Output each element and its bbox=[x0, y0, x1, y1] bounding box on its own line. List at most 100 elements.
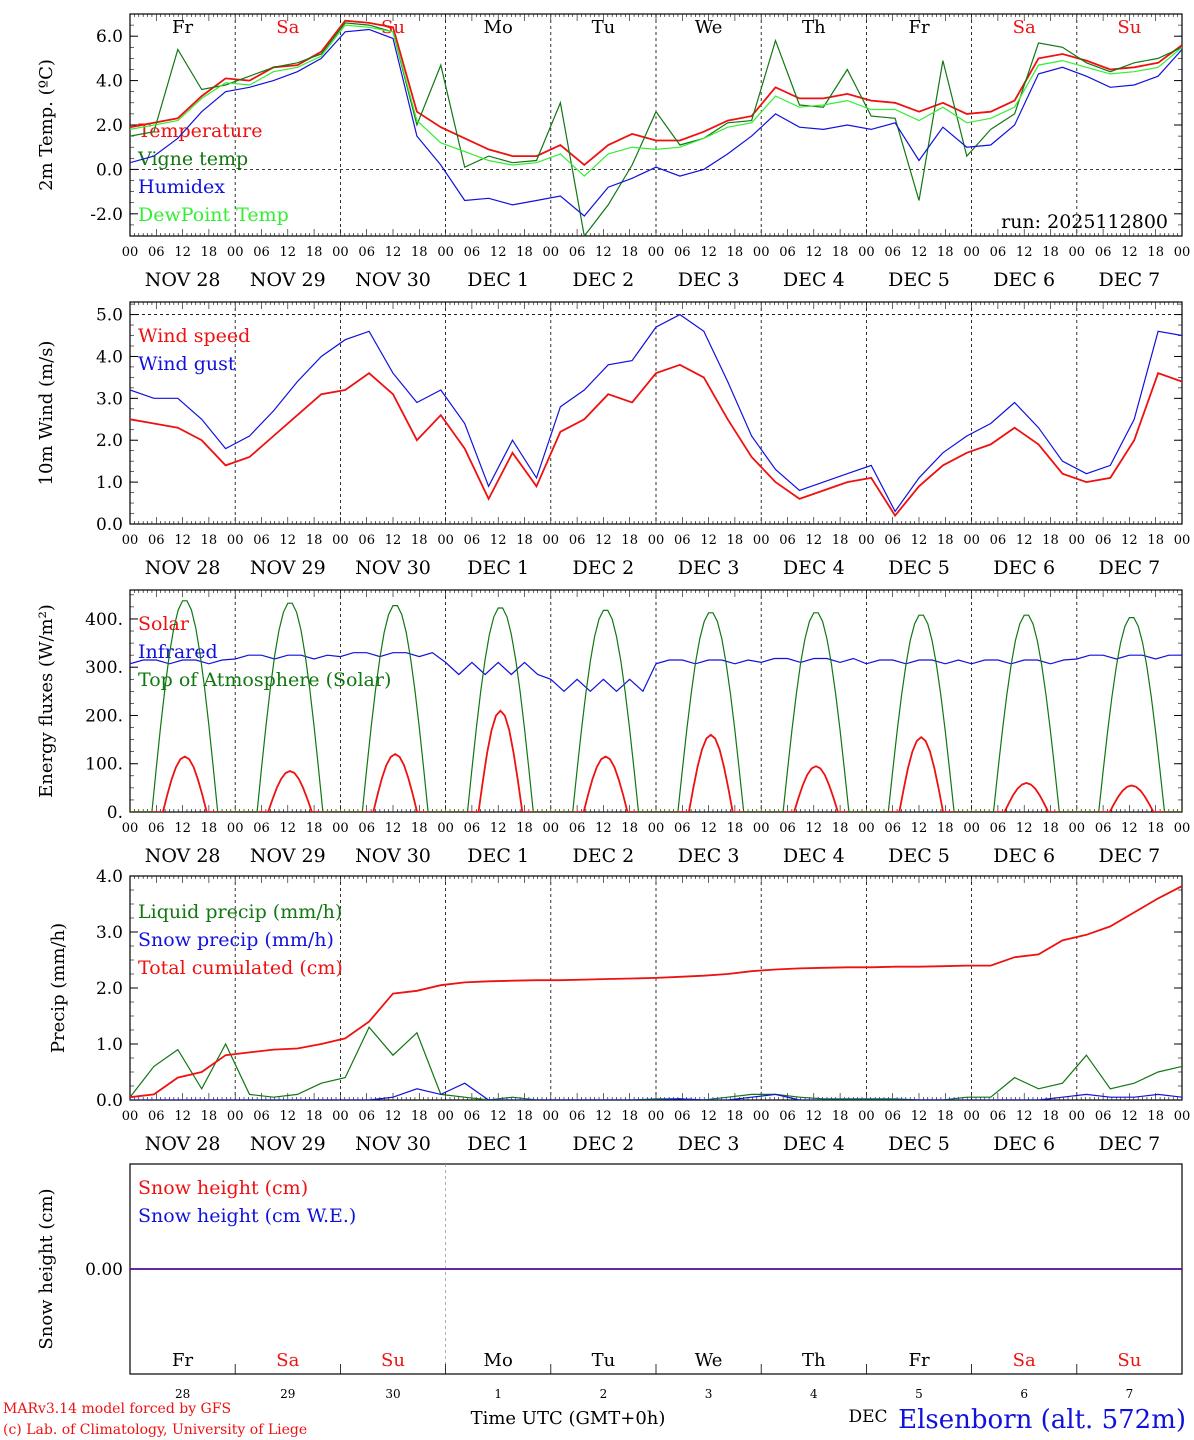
x-hour-label: 18 bbox=[411, 533, 428, 548]
panel-temp: -2.0 0.0 2.0 4.0 6.0 2m Temp. (ºC) 00 06 12 18 NOV… bbox=[36, 13, 1190, 291]
x-hour-label: 06 bbox=[674, 533, 691, 548]
x-hour-label: 06 bbox=[148, 245, 165, 260]
x-hour-label: 00 bbox=[753, 245, 770, 260]
weekday-label: Sa bbox=[276, 17, 299, 38]
x-hour-label: 06 bbox=[253, 245, 270, 260]
x-hour-label: 00 bbox=[122, 1109, 139, 1124]
x-date-label: NOV 30 bbox=[355, 557, 431, 579]
weekday-label: We bbox=[695, 1350, 723, 1371]
x-hour-label: 00 bbox=[858, 821, 875, 836]
x-date-label: DEC 2 bbox=[573, 557, 635, 579]
x-hour-label: 12 bbox=[700, 533, 717, 548]
x-hour-label: 06 bbox=[148, 821, 165, 836]
x-hour-label: 06 bbox=[358, 533, 375, 548]
y-axis-label: 10m Wind (m/s) bbox=[36, 341, 57, 486]
footer-xlabel: Time UTC (GMT+0h) bbox=[471, 1408, 666, 1429]
x-hour-label: 00 bbox=[543, 533, 560, 548]
x-hour-label: 18 bbox=[832, 1109, 849, 1124]
x-date-label: NOV 29 bbox=[250, 269, 326, 291]
x-hour-label: 06 bbox=[464, 1109, 481, 1124]
x-hour-label: 12 bbox=[1016, 821, 1033, 836]
y-tick-label: -2.0 bbox=[90, 205, 123, 225]
x-hour-label: 12 bbox=[911, 1109, 928, 1124]
weekday-label: Fr bbox=[908, 17, 929, 38]
x-hour-label: 18 bbox=[832, 533, 849, 548]
y-tick-label: 0. bbox=[107, 803, 123, 823]
x-hour-label: 12 bbox=[595, 533, 612, 548]
day-number-label: 3 bbox=[705, 1387, 713, 1401]
weekday-label: Fr bbox=[172, 17, 193, 38]
legend-entry: Total cumulated (cm) bbox=[138, 957, 343, 979]
weekday-label: Fr bbox=[908, 1350, 929, 1371]
x-hour-label: 00 bbox=[753, 821, 770, 836]
legend-entry: Wind gust bbox=[138, 353, 236, 375]
weekday-label: Su bbox=[1117, 17, 1141, 38]
x-hour-label: 00 bbox=[1174, 1109, 1191, 1124]
x-hour-label: 00 bbox=[1069, 245, 1086, 260]
day-number-label: 2 bbox=[600, 1387, 608, 1401]
footer-station: Elsenborn (alt. 572m) bbox=[898, 1405, 1186, 1435]
x-hour-label: 18 bbox=[306, 1109, 323, 1124]
x-hour-label: 18 bbox=[411, 245, 428, 260]
x-hour-label: 12 bbox=[911, 533, 928, 548]
x-hour-label: 06 bbox=[253, 533, 270, 548]
x-date-label: DEC 6 bbox=[993, 1133, 1055, 1155]
x-hour-label: 18 bbox=[1042, 533, 1059, 548]
y-tick-label: 6.0 bbox=[96, 27, 123, 47]
x-hour-label: 06 bbox=[464, 245, 481, 260]
x-date-label: NOV 28 bbox=[145, 1133, 221, 1155]
x-hour-label: 12 bbox=[385, 245, 402, 260]
x-hour-label: 00 bbox=[332, 533, 349, 548]
x-hour-label: 06 bbox=[253, 1109, 270, 1124]
x-hour-label: 06 bbox=[358, 821, 375, 836]
x-hour-label: 00 bbox=[1069, 1109, 1086, 1124]
x-hour-label: 00 bbox=[332, 1109, 349, 1124]
x-hour-label: 12 bbox=[806, 533, 823, 548]
y-axis-label: 2m Temp. (ºC) bbox=[36, 59, 57, 191]
footer-model: MARv3.14 model forced by GFS bbox=[3, 1401, 231, 1417]
x-hour-label: 00 bbox=[648, 821, 665, 836]
x-hour-label: 00 bbox=[753, 1109, 770, 1124]
x-date-label: DEC 7 bbox=[1099, 269, 1161, 291]
y-tick-label: 2.0 bbox=[96, 116, 123, 136]
series-temperature bbox=[130, 19, 1182, 167]
footer-month: DEC bbox=[848, 1407, 887, 1427]
x-hour-label: 06 bbox=[990, 533, 1007, 548]
x-hour-label: 12 bbox=[490, 821, 507, 836]
x-hour-label: 06 bbox=[569, 821, 586, 836]
x-hour-label: 12 bbox=[280, 245, 297, 260]
x-hour-label: 18 bbox=[306, 533, 323, 548]
legend-entry: Wind speed bbox=[138, 325, 250, 347]
y-tick-label: 0.0 bbox=[96, 160, 123, 180]
x-hour-label: 00 bbox=[753, 533, 770, 548]
y-tick-label: 200. bbox=[85, 706, 123, 726]
series-dewpoint-temp bbox=[130, 24, 1182, 177]
y-tick-label: 300. bbox=[85, 658, 123, 678]
x-date-label: DEC 4 bbox=[783, 1133, 845, 1155]
x-hour-label: 18 bbox=[937, 821, 954, 836]
x-hour-label: 18 bbox=[201, 1109, 218, 1124]
legend-entry: Top of Atmosphere (Solar) bbox=[138, 669, 391, 691]
y-tick-label: 4.0 bbox=[96, 72, 123, 92]
y-tick-label: 2.0 bbox=[96, 979, 123, 999]
series-humidex bbox=[130, 28, 1182, 217]
x-hour-label: 00 bbox=[1069, 533, 1086, 548]
x-hour-label: 18 bbox=[516, 1109, 533, 1124]
day-number-label: 1 bbox=[494, 1387, 502, 1401]
y-tick-label: 0.00 bbox=[85, 1260, 123, 1280]
day-number-label: 5 bbox=[915, 1387, 923, 1401]
weekday-label: We bbox=[695, 17, 723, 38]
legend-entry: Snow precip (mm/h) bbox=[138, 929, 334, 951]
y-tick-label: 5.0 bbox=[96, 306, 123, 326]
x-hour-label: 06 bbox=[1095, 1109, 1112, 1124]
x-hour-label: 12 bbox=[174, 245, 191, 260]
x-date-label: DEC 1 bbox=[467, 1133, 529, 1155]
x-hour-label: 12 bbox=[490, 245, 507, 260]
x-hour-label: 06 bbox=[464, 821, 481, 836]
weekday-label: Th bbox=[802, 17, 826, 38]
x-date-label: DEC 4 bbox=[783, 557, 845, 579]
x-hour-label: 12 bbox=[490, 1109, 507, 1124]
x-date-label: DEC 3 bbox=[678, 269, 740, 291]
x-hour-label: 06 bbox=[569, 533, 586, 548]
weekday-label: Sa bbox=[276, 1350, 299, 1371]
